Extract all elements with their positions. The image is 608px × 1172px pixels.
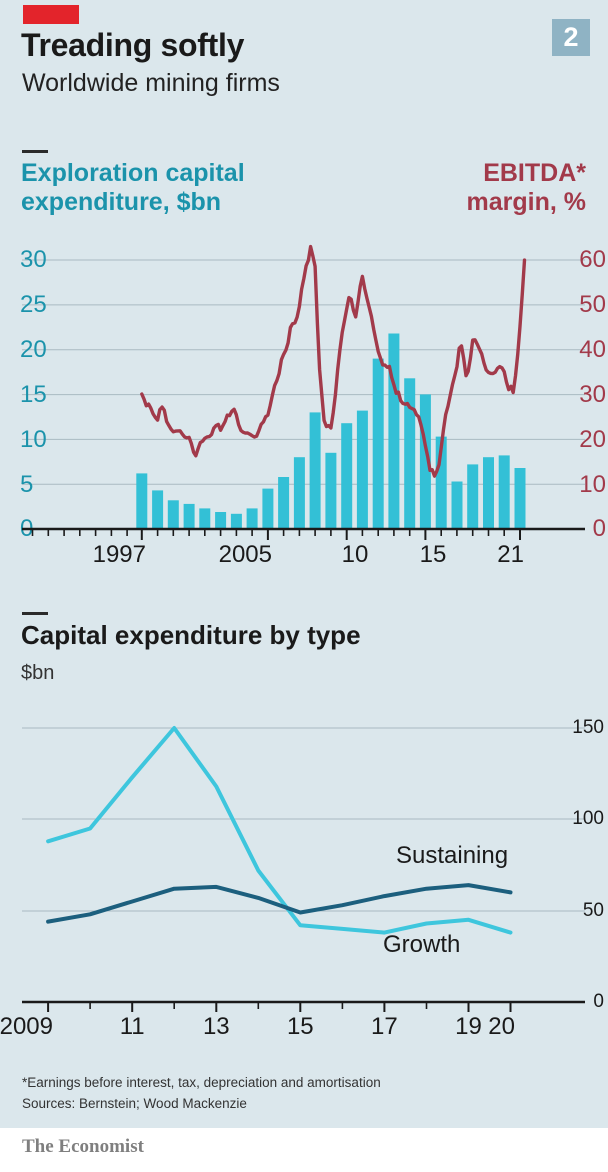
svg-text:2009: 2009	[0, 1013, 53, 1040]
svg-text:21: 21	[497, 541, 524, 568]
svg-text:15: 15	[420, 541, 447, 568]
svg-text:150: 150	[572, 717, 604, 738]
svg-text:13: 13	[203, 1013, 230, 1040]
svg-text:Sustaining: Sustaining	[396, 842, 508, 869]
svg-text:19: 19	[455, 1013, 482, 1040]
svg-text:100: 100	[572, 808, 604, 829]
svg-text:30: 30	[579, 381, 606, 408]
svg-text:10: 10	[20, 426, 47, 453]
svg-text:50: 50	[583, 900, 604, 921]
svg-text:11: 11	[120, 1013, 145, 1040]
svg-text:0: 0	[593, 991, 604, 1012]
svg-text:15: 15	[20, 381, 47, 408]
svg-text:17: 17	[371, 1013, 398, 1040]
svg-text:20: 20	[20, 336, 47, 363]
svg-text:60: 60	[579, 246, 606, 273]
svg-text:5: 5	[20, 471, 33, 498]
svg-text:10: 10	[579, 471, 606, 498]
svg-text:30: 30	[20, 246, 47, 273]
svg-text:50: 50	[579, 291, 606, 318]
svg-text:0: 0	[593, 515, 606, 542]
svg-text:25: 25	[20, 291, 47, 318]
svg-text:10: 10	[342, 541, 369, 568]
svg-text:15: 15	[287, 1013, 314, 1040]
svg-text:2005: 2005	[219, 541, 272, 568]
svg-text:Growth: Growth	[383, 931, 460, 958]
svg-text:20: 20	[579, 426, 606, 453]
svg-text:1997: 1997	[93, 541, 146, 568]
svg-text:20: 20	[488, 1013, 515, 1040]
svg-text:40: 40	[579, 336, 606, 363]
